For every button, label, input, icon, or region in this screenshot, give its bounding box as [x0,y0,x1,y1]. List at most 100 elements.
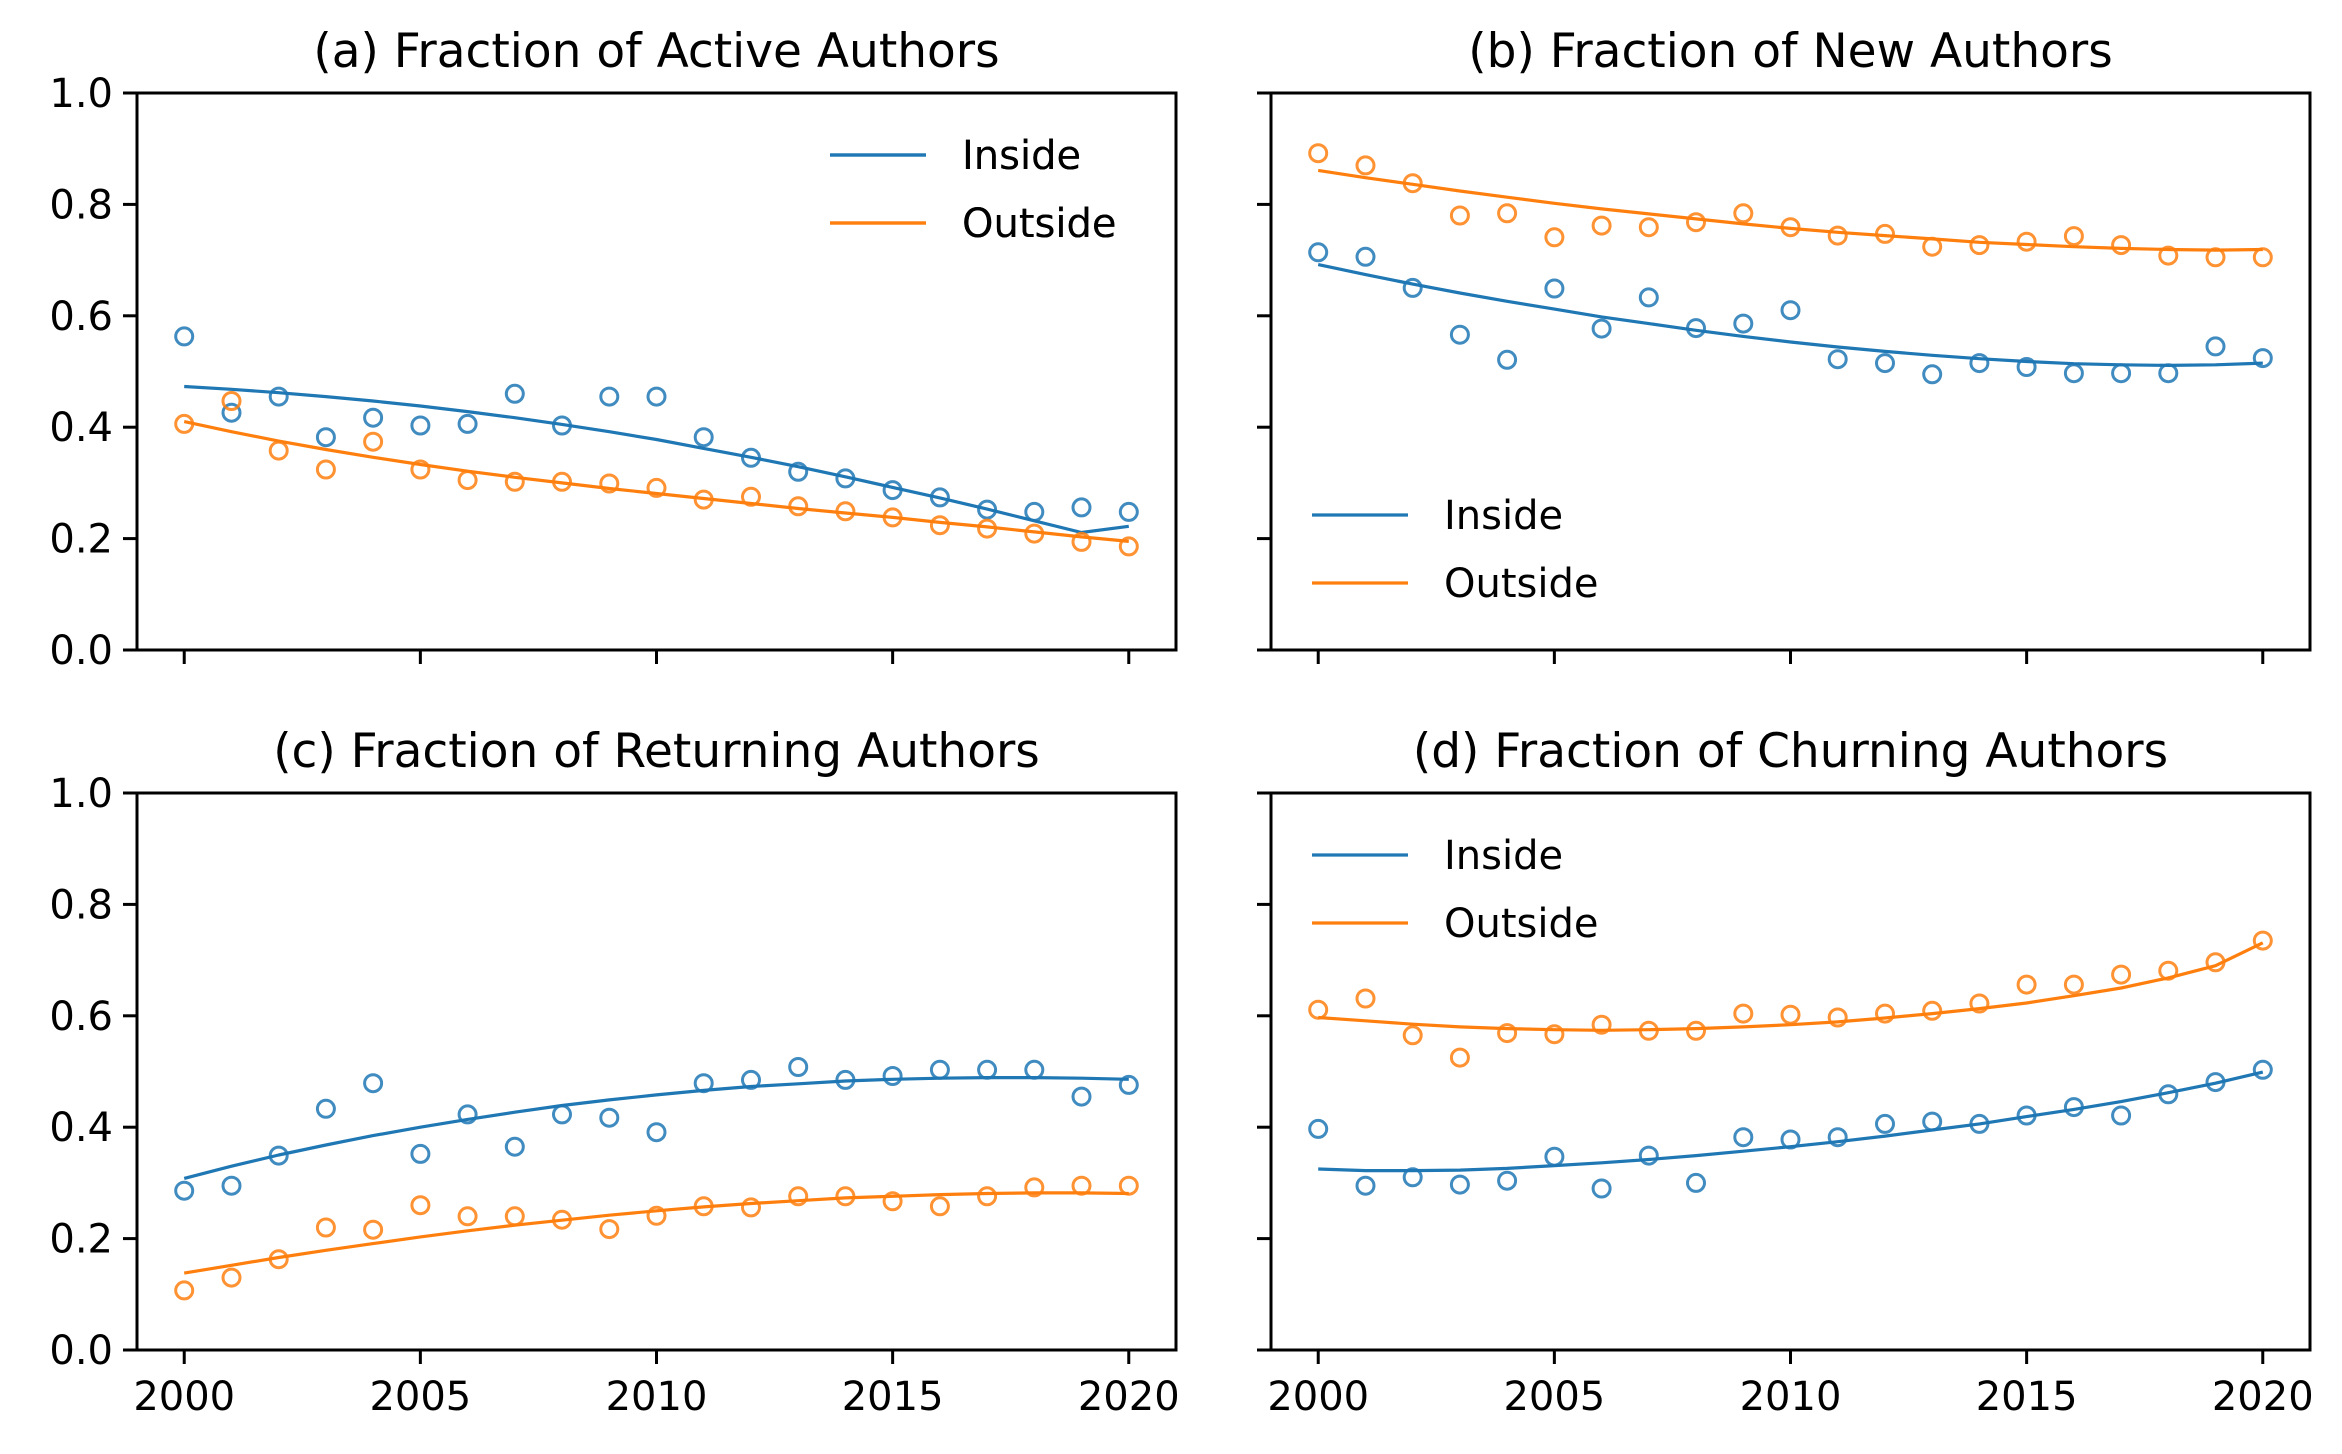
x-tick-label: 2005 [369,1374,471,1420]
data-point-inside [741,1069,761,1090]
data-point-outside [1875,223,1895,244]
data-point-inside [1591,318,1612,339]
data-point-inside [1922,364,1943,385]
data-point-outside [1827,225,1848,246]
data-point-outside [1402,173,1423,194]
data-point-outside [1449,205,1470,226]
y-tick-label: 0.0 [49,628,113,674]
data-point-outside [882,1191,903,1212]
data-point-inside [599,386,620,407]
data-point-inside [1686,1172,1706,1193]
data-point-inside [2252,348,2273,369]
y-tick-label: 0.6 [49,294,113,340]
data-point-inside [1355,1175,1376,1196]
data-point-outside [1497,1023,1518,1044]
y-tick-label: 0.2 [49,517,113,563]
data-point-outside [1922,236,1943,257]
data-point-outside [835,1186,856,1207]
data-point-outside [504,471,525,492]
data-point-inside [1638,287,1659,308]
fit-line-inside [1318,1070,2264,1173]
y-tick-label: 0.0 [49,1328,113,1374]
data-point-inside [1827,1127,1848,1148]
data-point-inside [835,1069,856,1090]
legend-label-inside: Inside [962,133,1081,179]
data-point-inside [1969,353,1990,374]
data-point-outside [552,471,572,492]
fit-line-outside [1318,941,2264,1032]
data-point-inside [1308,242,1329,263]
data-point-inside [1497,1170,1518,1191]
data-point-outside [741,1197,761,1218]
data-point-outside [882,507,903,528]
data-point-outside [1780,1004,1801,1025]
data-point-outside [1969,993,1990,1014]
data-point-inside [929,1059,950,1080]
data-point-inside [1544,278,1565,299]
panel-title: (d) Fraction of Churning Authors [1413,724,2168,779]
data-point-inside [1449,324,1470,345]
data-point-inside [1922,1111,1943,1132]
y-tick-label: 0.2 [49,1217,113,1263]
data-point-inside [552,415,572,436]
data-point-outside [1969,235,1990,256]
data-point-outside [1922,1000,1943,1021]
data-point-inside [2016,357,2037,377]
y-tick-label: 0.6 [49,994,113,1040]
data-point-inside [363,1073,384,1094]
x-tick-label: 2005 [1503,1374,1605,1420]
data-point-inside [977,1059,998,1080]
data-point-outside [221,391,242,411]
data-point-outside [2205,247,2226,268]
data-point-inside [882,1066,903,1086]
data-point-outside [1733,1003,1754,1024]
data-point-outside [1308,999,1329,1020]
data-point-outside [2252,930,2273,951]
data-point-outside [1780,217,1801,238]
data-point-outside [1355,155,1376,176]
data-point-outside [599,473,620,494]
data-point-outside [646,477,667,498]
data-point-outside [929,515,950,536]
data-point-outside [2158,245,2179,266]
data-point-outside [2111,964,2132,985]
axes-frame [135,791,1178,1352]
data-point-inside [1733,1127,1754,1148]
data-point-inside [2158,363,2179,384]
data-point-inside [1402,277,1423,298]
legend-label-inside: Inside [1444,833,1563,879]
data-point-inside [268,386,289,407]
data-point-outside [693,1196,714,1217]
data-point-inside [1638,1145,1659,1166]
legend-label-outside: Outside [1444,901,1598,947]
data-point-outside [1118,536,1139,557]
data-point-outside [504,1206,525,1227]
legend-label-outside: Outside [1444,561,1598,607]
data-point-inside [315,1098,336,1119]
fit-line-inside [184,384,1130,535]
data-point-inside [2111,363,2132,384]
data-point-outside [1355,988,1376,1009]
data-point-outside [977,1186,998,1207]
axes-frame [1269,791,2312,1352]
panel-title: (a) Fraction of Active Authors [313,24,999,79]
data-point-inside [1686,318,1706,339]
data-point-outside [929,1196,950,1217]
data-point-inside [882,480,903,501]
data-point-outside [2063,974,2084,995]
data-point-inside [221,1175,242,1196]
data-point-outside [1875,1003,1895,1024]
data-point-inside [1071,497,1092,518]
data-point-inside [2063,363,2084,384]
data-point-outside [1118,1175,1139,1196]
legend-label-inside: Inside [1444,493,1563,539]
data-point-inside [1118,501,1139,522]
data-point-outside [457,1206,478,1227]
data-point-outside [2016,974,2037,995]
data-point-inside [1024,1059,1045,1080]
data-point-inside [174,326,195,347]
data-point-inside [504,1136,525,1157]
data-point-inside [646,1122,667,1143]
data-point-inside [1591,1178,1612,1199]
